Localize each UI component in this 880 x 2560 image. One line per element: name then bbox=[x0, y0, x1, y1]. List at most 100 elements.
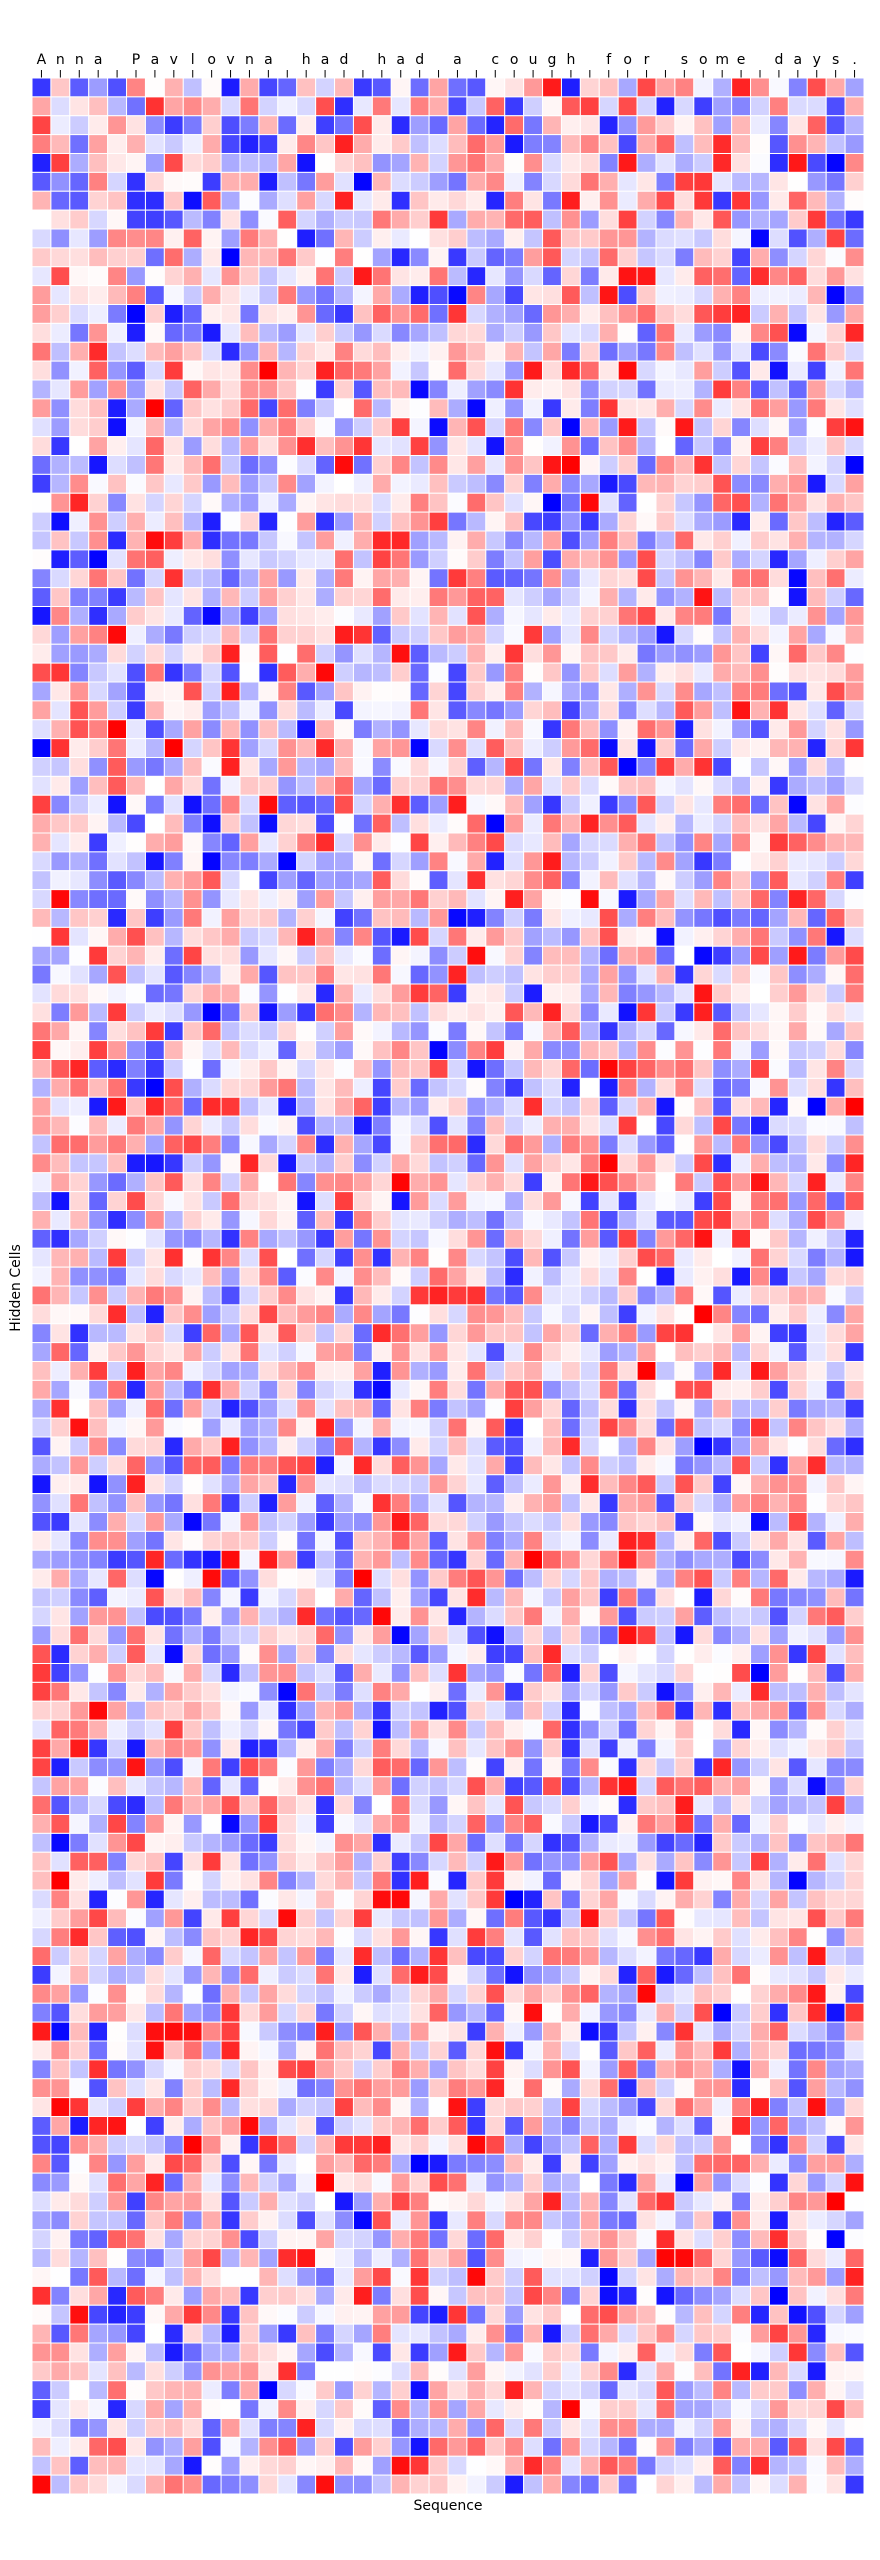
heatmap-cell bbox=[182, 1228, 203, 1249]
heatmap-cell bbox=[69, 360, 90, 381]
heatmap-cell bbox=[31, 1059, 52, 1079]
heatmap-cell bbox=[750, 2078, 770, 2099]
heatmap-cell bbox=[390, 1644, 411, 1665]
heatmap-cell bbox=[69, 1832, 90, 1853]
heatmap-cell bbox=[352, 1210, 373, 1230]
heatmap-cell bbox=[126, 2172, 146, 2193]
heatmap-cell bbox=[390, 1795, 411, 1816]
heatmap-cell bbox=[88, 360, 109, 381]
heatmap-cell bbox=[277, 436, 298, 457]
heatmap-cell bbox=[31, 1832, 52, 1853]
heatmap-cell bbox=[731, 2002, 752, 2023]
heatmap-cell bbox=[296, 455, 317, 475]
heatmap-cell bbox=[352, 964, 373, 985]
heatmap-cell bbox=[126, 190, 146, 211]
heatmap-cell bbox=[504, 662, 525, 683]
heatmap-cell bbox=[787, 983, 808, 1004]
heatmap-cell bbox=[731, 1776, 752, 1797]
heatmap-cell bbox=[617, 1587, 638, 1608]
heatmap-cell bbox=[768, 1757, 789, 1778]
heatmap-cell bbox=[560, 1757, 581, 1778]
heatmap-cell bbox=[258, 983, 279, 1004]
heatmap-cell bbox=[655, 1342, 676, 1363]
heatmap-cell bbox=[163, 1587, 184, 1608]
heatmap-cell bbox=[182, 738, 203, 759]
heatmap-cell bbox=[409, 285, 430, 306]
heatmap-cell bbox=[731, 983, 752, 1004]
heatmap-cell bbox=[409, 1663, 430, 1683]
heatmap-cell bbox=[712, 587, 733, 608]
heatmap-cell bbox=[560, 1965, 581, 1985]
heatmap-cell bbox=[352, 2021, 373, 2042]
heatmap-cell bbox=[107, 285, 128, 306]
heatmap-cell bbox=[768, 624, 789, 645]
heatmap-cell bbox=[617, 2040, 638, 2061]
heatmap-cell bbox=[182, 1398, 203, 1419]
heatmap-cell bbox=[201, 1342, 222, 1363]
heatmap-cell bbox=[258, 473, 279, 494]
heatmap-cell bbox=[69, 1474, 90, 1495]
heatmap-cell bbox=[296, 2021, 317, 2042]
heatmap-cell bbox=[371, 1153, 392, 1174]
heatmap-cell bbox=[806, 266, 827, 287]
heatmap-cell bbox=[296, 1379, 317, 1400]
heatmap-cell bbox=[560, 926, 581, 947]
heatmap-cell bbox=[674, 1059, 695, 1079]
heatmap-cell bbox=[258, 2021, 279, 2042]
heatmap-cell bbox=[182, 473, 203, 494]
heatmap-cell bbox=[617, 1965, 638, 1985]
heatmap-cell bbox=[352, 115, 373, 136]
heatmap-cell bbox=[598, 549, 619, 570]
heatmap-cell bbox=[69, 398, 90, 419]
heatmap-cell bbox=[352, 171, 373, 192]
heatmap-cell bbox=[50, 681, 71, 702]
heatmap-cell bbox=[768, 1115, 789, 1136]
heatmap-cell bbox=[409, 908, 430, 928]
heatmap-cell bbox=[825, 794, 846, 815]
heatmap-cell bbox=[144, 1115, 165, 1136]
heatmap-cell bbox=[598, 1700, 619, 1721]
heatmap-cell bbox=[352, 96, 373, 117]
heatmap-cell bbox=[163, 1002, 184, 1023]
heatmap-cell bbox=[428, 1040, 449, 1061]
heatmap-cell bbox=[636, 719, 657, 740]
heatmap-cell bbox=[201, 2059, 222, 2080]
heatmap-cell bbox=[258, 1002, 279, 1023]
heatmap-cell bbox=[334, 1719, 354, 1740]
heatmap-cell bbox=[409, 775, 430, 796]
heatmap-cell bbox=[88, 473, 109, 494]
heatmap-cell bbox=[352, 1096, 373, 1117]
heatmap-cell bbox=[598, 530, 619, 551]
heatmap-cell bbox=[126, 1398, 146, 1419]
heatmap-cell bbox=[144, 1549, 165, 1570]
heatmap-cell bbox=[31, 1455, 52, 1476]
heatmap-cell bbox=[485, 455, 506, 475]
heatmap-cell bbox=[598, 643, 619, 664]
heatmap-cell bbox=[163, 624, 184, 645]
heatmap-cell bbox=[258, 832, 279, 853]
heatmap-cell bbox=[693, 417, 714, 438]
heatmap-cell bbox=[844, 1172, 865, 1193]
heatmap-cell bbox=[447, 738, 468, 759]
heatmap-cell bbox=[315, 606, 336, 626]
heatmap-cell bbox=[220, 1436, 241, 1457]
heatmap-cell bbox=[107, 1719, 128, 1740]
heatmap-cell bbox=[182, 1096, 203, 1117]
heatmap-cell bbox=[428, 1059, 449, 1079]
heatmap-cell bbox=[523, 398, 544, 419]
heatmap-cell bbox=[806, 1549, 827, 1570]
heatmap-cell bbox=[560, 1644, 581, 1665]
heatmap-cell bbox=[50, 473, 71, 494]
heatmap-cell bbox=[750, 2097, 770, 2118]
heatmap-cell bbox=[844, 2021, 865, 2042]
heatmap-cell bbox=[466, 1379, 487, 1400]
heatmap-cell bbox=[69, 870, 90, 891]
heatmap-cell bbox=[334, 1266, 354, 1287]
heatmap-cell bbox=[163, 228, 184, 249]
heatmap-cell bbox=[787, 1021, 808, 1042]
heatmap-cell bbox=[107, 1738, 128, 1759]
heatmap-cell bbox=[485, 190, 506, 211]
heatmap-cell bbox=[560, 681, 581, 702]
heatmap-cell bbox=[182, 1549, 203, 1570]
heatmap-cell bbox=[239, 832, 260, 853]
